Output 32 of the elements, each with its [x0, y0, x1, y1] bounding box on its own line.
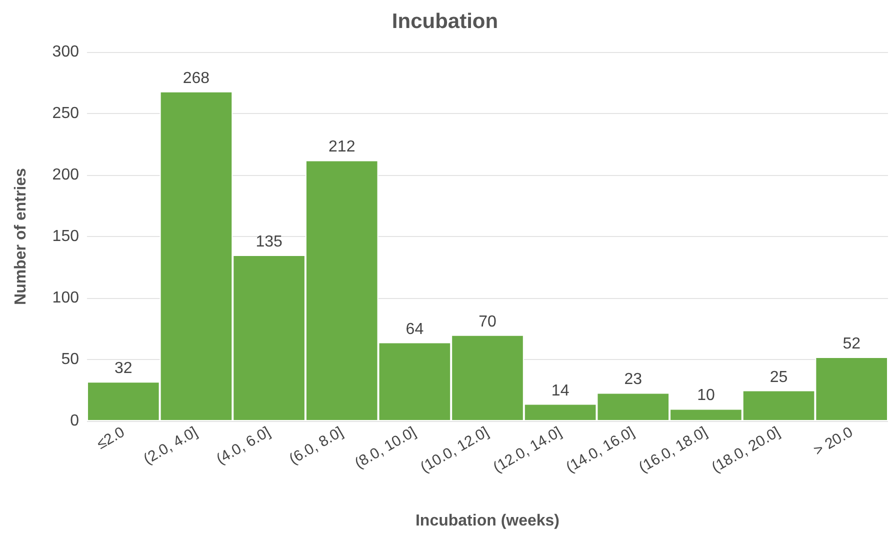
data-label: 64 [406, 320, 424, 338]
data-label: 25 [770, 368, 788, 386]
x-tick-label: (4.0, 6.0] [214, 424, 274, 468]
y-tick-label: 100 [52, 290, 80, 306]
y-tick-label: 150 [52, 228, 80, 245]
y-tick-label: 250 [52, 105, 80, 122]
y-axis-title: Number of entries [12, 168, 30, 305]
data-label: 212 [328, 138, 356, 156]
x-tick-label: (18.0, 20.0] [708, 424, 784, 476]
data-label: 23 [624, 371, 642, 388]
y-tick-label: 0 [70, 412, 80, 430]
x-tick-label: (14.0, 16.0] [563, 424, 638, 476]
x-tick-label: (12.0, 14.0] [490, 424, 565, 476]
data-label: 14 [551, 382, 570, 400]
x-tick-label: (16.0, 18.0] [636, 424, 710, 476]
data-label: 32 [114, 360, 132, 378]
x-axis-title: Incubation (weeks) [415, 512, 560, 530]
data-label: 52 [842, 336, 861, 353]
x-tick-label: (10.0, 12.0] [418, 424, 492, 476]
data-label: 70 [478, 313, 496, 330]
y-tick-label: 300 [52, 44, 80, 60]
data-label: 135 [256, 233, 282, 250]
data-label: 268 [182, 70, 210, 87]
x-tick-label: (2.0, 4.0] [140, 424, 200, 468]
x-tick-label: > 20.0 [810, 424, 856, 460]
x-tick-label: (6.0, 8.0] [286, 424, 346, 468]
chart-title: Incubation [392, 10, 498, 33]
x-tick-label: (8.0, 10.0] [352, 424, 419, 472]
data-label: 10 [697, 387, 715, 404]
x-tick-label: ≤2.0 [94, 424, 128, 453]
y-tick-label: 50 [61, 351, 80, 368]
y-tick-label: 200 [52, 166, 80, 184]
